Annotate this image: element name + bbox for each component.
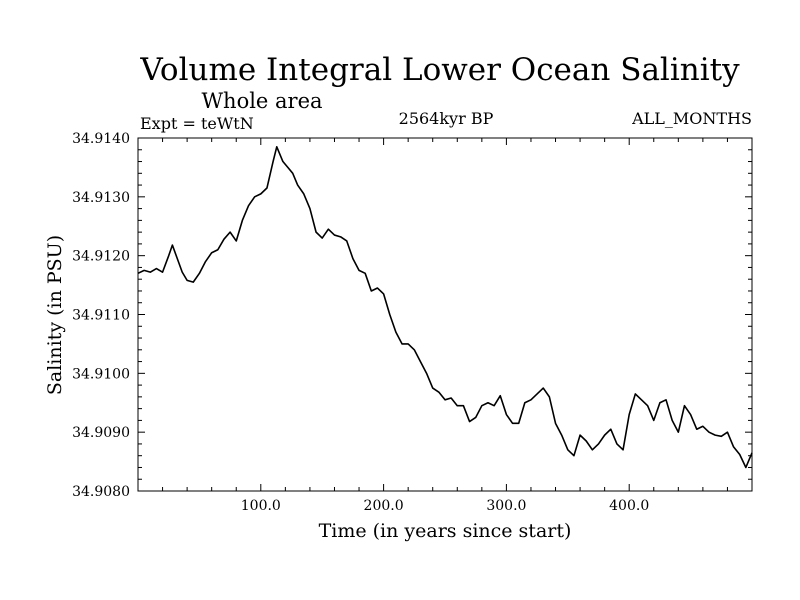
series-layer bbox=[137, 146, 753, 469]
y-axis-label: Salinity (in PSU) bbox=[44, 235, 66, 395]
experiment-label: Expt = teWtN bbox=[140, 114, 254, 133]
y-tick-label: 34.9110 bbox=[72, 308, 130, 324]
y-tick-label: 34.9130 bbox=[72, 190, 130, 206]
months-label: ALL_MONTHS bbox=[631, 109, 752, 128]
y-tick-label: 34.9080 bbox=[72, 484, 130, 500]
plot-frame bbox=[137, 137, 753, 492]
chart-title: Volume Integral Lower Ocean Salinity bbox=[139, 52, 740, 88]
axes-layer: 100.0 200.0 300.0 400.0 34.9080 34.9090 34.910… bbox=[72, 131, 752, 514]
x-axis-label: Time (in years since start) bbox=[319, 520, 572, 542]
x-tick-label: 400.0 bbox=[609, 498, 649, 514]
y-tick-label: 34.9090 bbox=[72, 425, 130, 441]
x-tick-label: 300.0 bbox=[486, 498, 526, 514]
series-line-salinity bbox=[137, 146, 753, 469]
period-label: 2564kyr BP bbox=[399, 109, 494, 128]
x-tick-label: 200.0 bbox=[364, 498, 404, 514]
y-tick-label: 34.9100 bbox=[72, 366, 130, 382]
y-tick-label: 34.9120 bbox=[72, 249, 130, 265]
x-tick-label: 100.0 bbox=[241, 498, 281, 514]
y-tick-label: 34.9140 bbox=[72, 131, 130, 147]
chart-subtitle: Whole area bbox=[201, 89, 322, 113]
